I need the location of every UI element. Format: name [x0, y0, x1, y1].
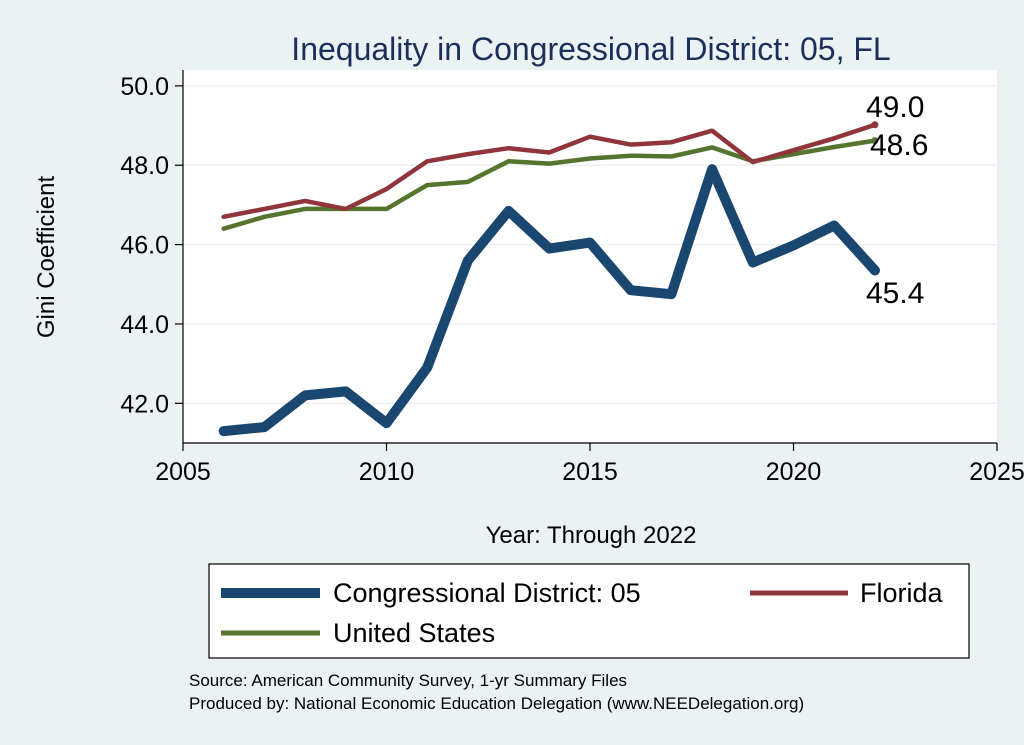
y-tick-label: 42.0 — [120, 390, 169, 418]
x-axis-title: Year: Through 2022 — [486, 522, 697, 549]
x-tick-label: 2020 — [766, 458, 822, 486]
y-tick-label: 44.0 — [120, 311, 169, 339]
legend-label-united-states: United States — [333, 618, 495, 648]
legend: Congressional District: 05 Florida Unite… — [208, 563, 970, 659]
district-end-label: 45.4 — [866, 277, 924, 310]
y-tick-label: 50.0 — [120, 73, 169, 101]
x-tick-label: 2010 — [359, 458, 415, 486]
footer-source: Source: American Community Survey, 1-yr … — [189, 671, 627, 690]
y-axis-title: Gini Coefficient — [33, 176, 60, 339]
y-tick-label: 48.0 — [120, 152, 169, 180]
series-line-united-states-end-point — [871, 137, 879, 145]
axes: 42.0 44.0 46.0 48.0 50.0 2005 2010 2015 2020 2025 — [120, 70, 1024, 486]
x-tick-label: 2025 — [969, 458, 1024, 486]
chart-title: Inequality in Congressional District: 05… — [291, 31, 890, 67]
legend-label-florida: Florida — [860, 578, 944, 608]
footer-producer: Produced by: National Economic Education… — [189, 694, 804, 713]
y-tick-label: 46.0 — [120, 232, 169, 260]
series-line-district — [218, 164, 880, 437]
legend-box — [208, 563, 970, 659]
series-line-district-end-point — [869, 265, 880, 276]
series-line-florida-end-point — [871, 121, 879, 129]
series-line-florida — [221, 122, 878, 220]
x-tick-label: 2015 — [562, 458, 618, 486]
united-states-end-label: 48.6 — [870, 129, 928, 162]
series-group — [218, 121, 880, 437]
x-tick-label: 2005 — [155, 458, 211, 486]
legend-label-district: Congressional District: 05 — [333, 578, 641, 608]
florida-end-label: 49.0 — [866, 91, 924, 124]
